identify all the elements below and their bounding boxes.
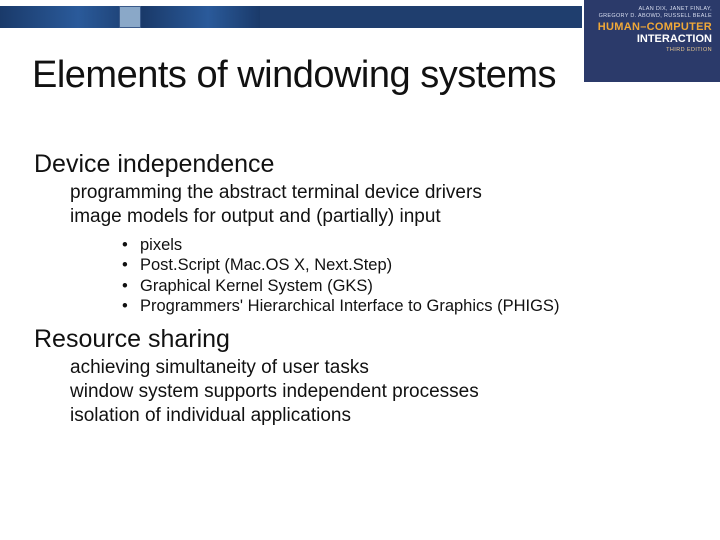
header-decorative-strip	[0, 6, 260, 28]
book-authors-line2: GREGORY D. ABOWD, RUSSELL BEALE	[592, 13, 712, 20]
list-item: •Programmers' Hierarchical Interface to …	[122, 296, 690, 317]
list-item: •Graphical Kernel System (GKS)	[122, 276, 690, 297]
list-item: •Post.Script (Mac.OS X, Next.Step)	[122, 255, 690, 276]
body-line: achieving simultaneity of user tasks	[70, 356, 690, 380]
slide-body: Device independence programming the abst…	[34, 150, 690, 433]
section-heading-device-independence: Device independence	[34, 150, 690, 179]
bullet-icon: •	[122, 255, 140, 276]
bullet-icon: •	[122, 296, 140, 317]
body-line: isolation of individual applications	[70, 404, 690, 428]
book-cover-badge: ALAN DIX, JANET FINLAY, GREGORY D. ABOWD…	[582, 0, 720, 82]
bullet-text: Post.Script (Mac.OS X, Next.Step)	[140, 255, 392, 276]
bullet-text: Programmers' Hierarchical Interface to G…	[140, 296, 559, 317]
body-line: image models for output and (partially) …	[70, 205, 690, 229]
section2-lines: achieving simultaneity of user tasks win…	[70, 356, 690, 427]
slide-title: Elements of windowing systems	[32, 54, 556, 97]
bullet-text: Graphical Kernel System (GKS)	[140, 276, 373, 297]
body-line: programming the abstract terminal device…	[70, 181, 690, 205]
book-edition: THIRD EDITION	[592, 47, 712, 53]
bullet-text: pixels	[140, 235, 182, 256]
book-title-line2: INTERACTION	[592, 34, 712, 46]
body-line: window system supports independent proce…	[70, 380, 690, 404]
list-item: •pixels	[122, 235, 690, 256]
section1-bullets: •pixels •Post.Script (Mac.OS X, Next.Ste…	[122, 235, 690, 318]
bullet-icon: •	[122, 235, 140, 256]
book-authors-line1: ALAN DIX, JANET FINLAY,	[592, 6, 712, 13]
header-bar: ALAN DIX, JANET FINLAY, GREGORY D. ABOWD…	[0, 0, 720, 34]
bullet-icon: •	[122, 276, 140, 297]
header-fill	[260, 6, 582, 28]
section1-lines: programming the abstract terminal device…	[70, 181, 690, 229]
section-heading-resource-sharing: Resource sharing	[34, 325, 690, 354]
